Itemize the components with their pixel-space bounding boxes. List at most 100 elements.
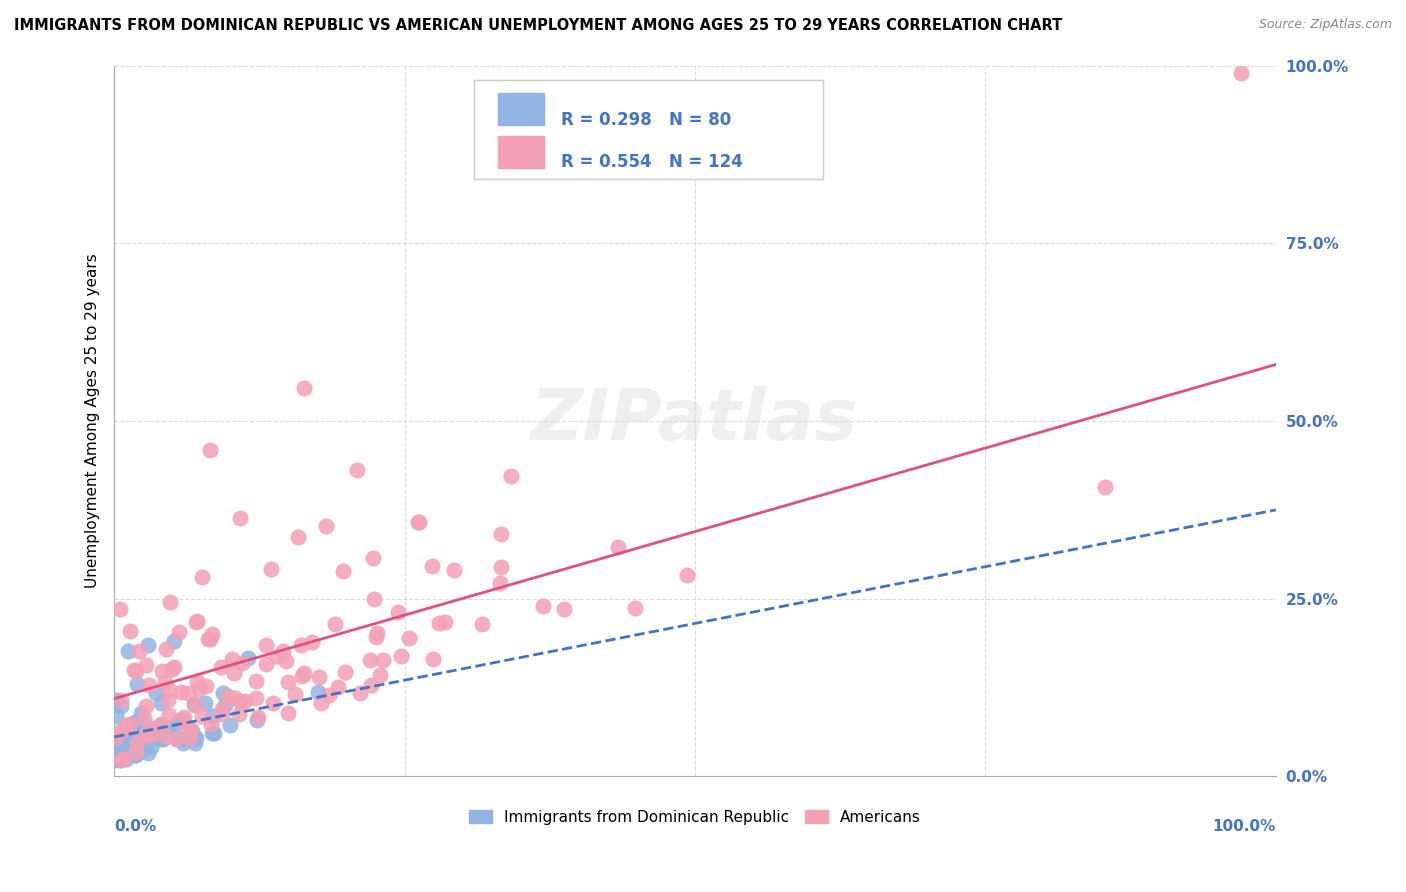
Point — [231, 656, 253, 670]
Point — [370, 668, 392, 682]
Point — [172, 713, 194, 727]
Point — [152, 731, 174, 746]
Point — [110, 693, 132, 707]
Point — [360, 678, 382, 692]
Point — [107, 752, 129, 766]
Point — [422, 652, 444, 666]
Point — [157, 683, 180, 698]
Point — [118, 624, 141, 638]
Point — [107, 749, 129, 764]
Point — [349, 685, 371, 699]
Point — [389, 648, 412, 663]
Point — [245, 691, 267, 706]
Point — [114, 742, 136, 756]
Point — [149, 731, 172, 746]
Text: 0.0%: 0.0% — [114, 819, 156, 834]
Point — [387, 605, 409, 619]
Point — [290, 638, 312, 652]
Point — [129, 744, 152, 758]
Point — [198, 632, 221, 646]
Point — [110, 698, 132, 713]
Point — [141, 721, 163, 735]
Point — [274, 654, 297, 668]
Point — [200, 717, 222, 731]
Point — [254, 657, 277, 671]
Point — [162, 662, 184, 676]
Point — [371, 653, 394, 667]
Point — [125, 736, 148, 750]
Point — [1094, 481, 1116, 495]
Point — [229, 511, 252, 525]
Point — [209, 659, 232, 673]
Point — [110, 724, 132, 739]
Point — [179, 727, 201, 741]
Point — [159, 595, 181, 609]
Point — [129, 713, 152, 727]
Point — [271, 644, 294, 658]
Point — [155, 641, 177, 656]
Point — [150, 717, 173, 731]
Point — [202, 726, 225, 740]
Point — [184, 615, 207, 629]
Point — [162, 721, 184, 735]
Point — [193, 696, 215, 710]
Point — [105, 708, 128, 723]
Point — [125, 745, 148, 759]
Point — [107, 731, 129, 745]
Point — [167, 731, 190, 746]
Point — [262, 696, 284, 710]
Point — [434, 615, 457, 629]
Point — [155, 725, 177, 739]
Point — [191, 709, 214, 723]
Point — [501, 468, 523, 483]
FancyBboxPatch shape — [474, 79, 823, 179]
Point — [318, 689, 340, 703]
Text: IMMIGRANTS FROM DOMINICAN REPUBLIC VS AMERICAN UNEMPLOYMENT AMONG AGES 25 TO 29 : IMMIGRANTS FROM DOMINICAN REPUBLIC VS AM… — [14, 18, 1063, 33]
Point — [214, 698, 236, 712]
Point — [139, 727, 162, 741]
Point — [211, 686, 233, 700]
Point — [111, 730, 134, 744]
Point — [366, 630, 388, 644]
Point — [163, 660, 186, 674]
Point — [120, 735, 142, 749]
Point — [201, 726, 224, 740]
Point — [138, 723, 160, 738]
Point — [531, 599, 554, 613]
Text: R = 0.554   N = 124: R = 0.554 N = 124 — [561, 153, 744, 171]
Point — [124, 715, 146, 730]
Point — [129, 706, 152, 720]
Point — [121, 731, 143, 745]
Point — [186, 673, 208, 688]
Point — [105, 730, 128, 744]
Point — [105, 738, 128, 752]
Point — [156, 724, 179, 739]
Point — [211, 702, 233, 716]
Point — [120, 747, 142, 761]
Point — [148, 720, 170, 734]
Point — [121, 717, 143, 731]
Point — [105, 693, 128, 707]
Point — [427, 616, 450, 631]
Point — [180, 722, 202, 736]
Point — [173, 710, 195, 724]
Point — [107, 731, 129, 746]
Point — [398, 631, 420, 645]
FancyBboxPatch shape — [498, 136, 544, 168]
Point — [125, 677, 148, 691]
Point — [139, 722, 162, 736]
Point — [489, 576, 512, 591]
Point — [333, 665, 356, 680]
Point — [138, 678, 160, 692]
Point — [607, 540, 630, 554]
Point — [167, 625, 190, 640]
Point — [103, 753, 125, 767]
Point — [200, 443, 222, 458]
Point — [190, 570, 212, 584]
Point — [136, 746, 159, 760]
Point — [170, 714, 193, 729]
Point — [229, 694, 252, 708]
Point — [201, 709, 224, 723]
Point — [108, 750, 131, 764]
Legend: Immigrants from Dominican Republic, Americans: Immigrants from Dominican Republic, Amer… — [461, 802, 928, 832]
